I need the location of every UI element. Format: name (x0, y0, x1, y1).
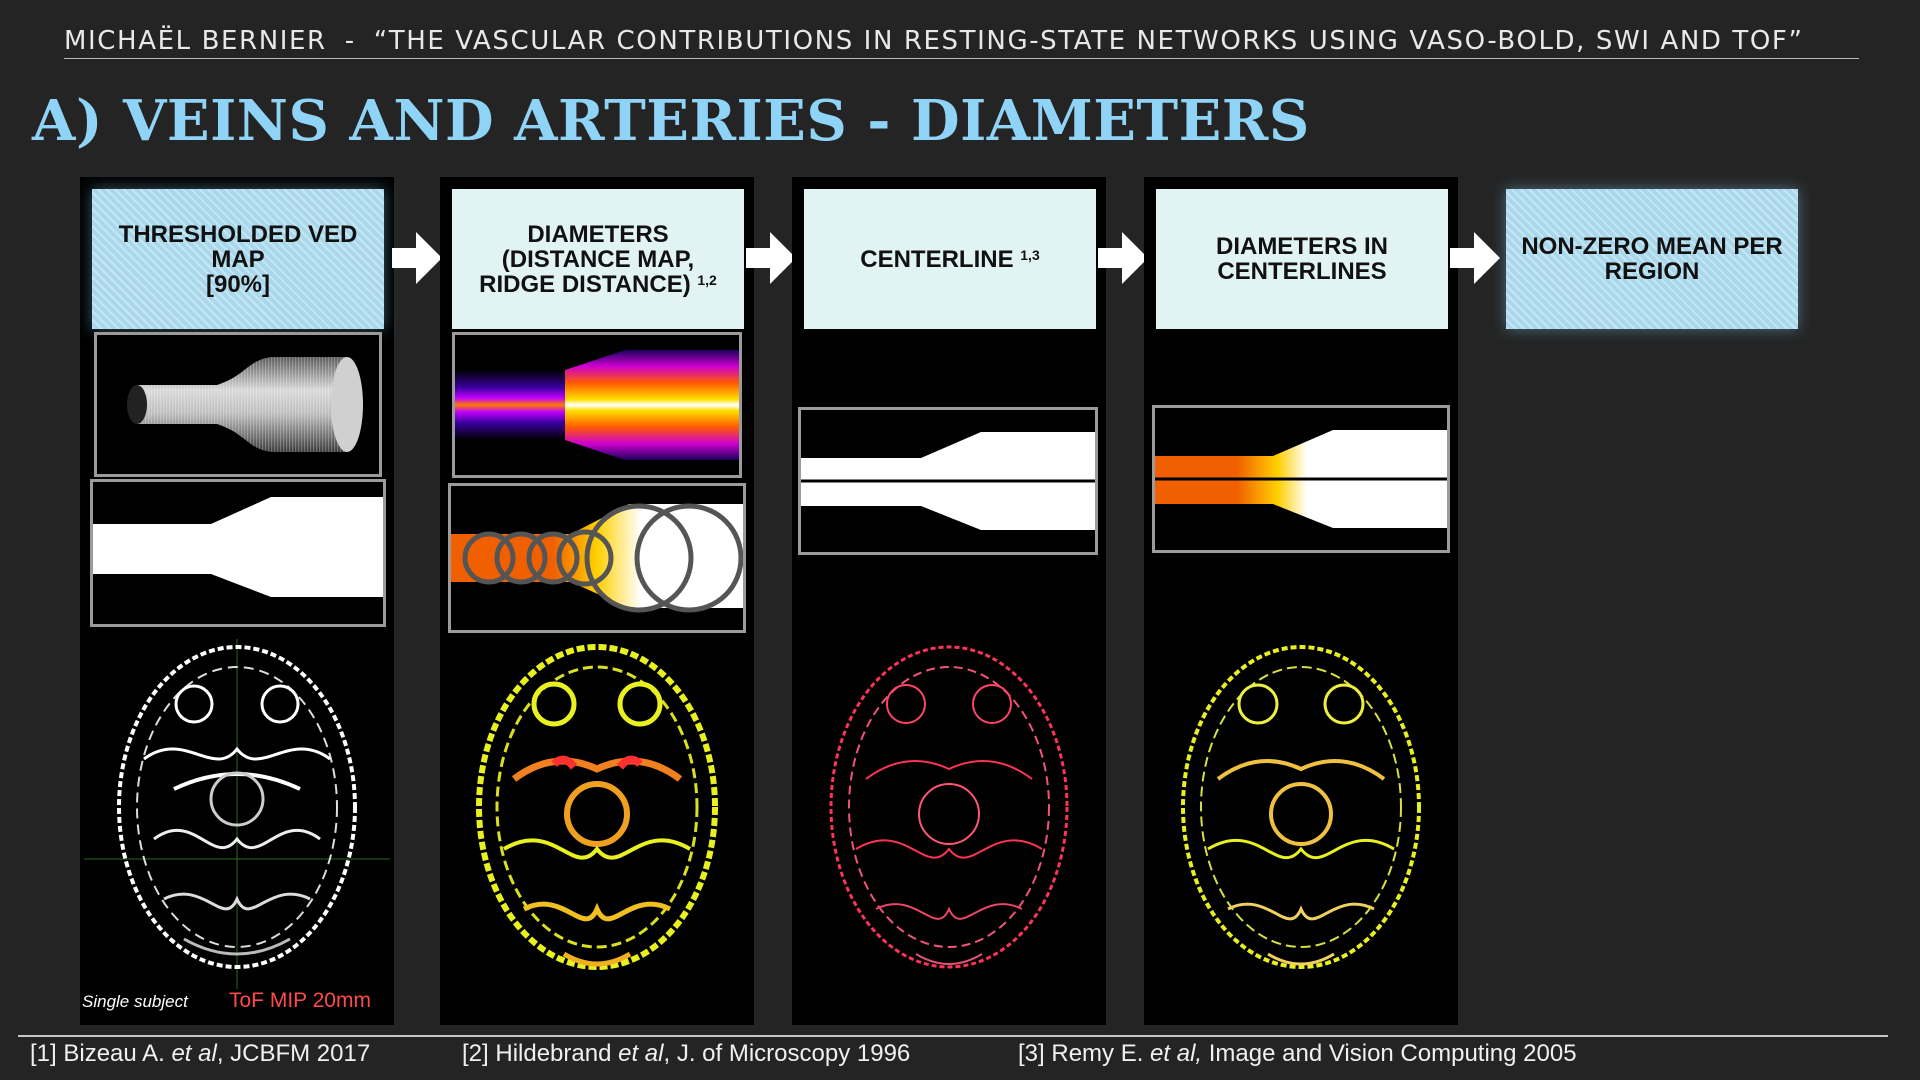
step-line: REGION (1604, 258, 1700, 285)
pipeline-column-4: DIAMETERS IN CENTERLINES (1144, 177, 1458, 1025)
step-line: DIAMETERS (527, 220, 669, 248)
step-line: RIDGE DISTANCE) (479, 270, 691, 298)
binary-vessel-mask (90, 479, 386, 627)
reference-2: [2] Hildebrand et al, J. of Microscopy 1… (462, 1040, 911, 1067)
centerline-diameter-render (1152, 405, 1450, 553)
brain-mip-white (84, 639, 390, 989)
step-diameters-in-centerlines: DIAMETERS IN CENTERLINES (1156, 189, 1448, 329)
step-line: (DISTANCE MAP, (501, 245, 695, 273)
reference-1: [1] Bizeau A. et al, JCBFM 2017 (30, 1040, 371, 1067)
step-line: [90%] (205, 270, 271, 298)
step-line: THRESHOLDED VED (118, 220, 358, 248)
step-diameters-distance-map: DIAMETERS (DISTANCE MAP, RIDGE DISTANCE)… (452, 189, 744, 329)
tof-mip-caption: ToF MIP 20mm (229, 989, 371, 1012)
slide-header: MICHAËL BERNIER - “THE VASCULAR CONTRIBUTI… (64, 24, 1859, 59)
step-line: CENTERLINES (1217, 258, 1387, 285)
pipeline-column-3: CENTERLINE 1,3 (792, 177, 1106, 1025)
step-line: DIAMETERS IN (1215, 233, 1388, 260)
cylinder-3d-render (94, 332, 382, 477)
talk-title: “THE VASCULAR CONTRIBUTIONS IN RESTING-S… (373, 26, 1804, 56)
right-arrow-icon (392, 232, 442, 284)
step-line: MAP (211, 245, 265, 273)
centerline-mask (798, 407, 1098, 555)
header-separator: - (344, 26, 356, 56)
distance-map-render (452, 332, 742, 478)
pipeline-column-1: THRESHOLDED VED MAP [90%] (80, 177, 394, 1025)
single-subject-caption: Single subject (82, 992, 188, 1011)
footer-divider (18, 1035, 1888, 1037)
right-arrow-icon (746, 232, 796, 284)
step-non-zero-mean-per-region: NON-ZERO MEAN PER REGION (1506, 189, 1798, 329)
pipeline-column-2: DIAMETERS (DISTANCE MAP, RIDGE DISTANCE)… (440, 177, 754, 1025)
ridge-distance-circles (448, 483, 746, 633)
reference-superscript: 1,2 (697, 271, 717, 288)
brain-centerline-map (829, 645, 1069, 969)
right-arrow-icon (1450, 232, 1500, 284)
step-centerline: CENTERLINE 1,3 (804, 189, 1096, 329)
reference-superscript: 1,3 (1020, 246, 1040, 263)
step-line: NON-ZERO MEAN PER (1521, 233, 1783, 260)
step-line: CENTERLINE (860, 245, 1014, 273)
brain-centerline-diameter-map (1181, 645, 1421, 969)
right-arrow-icon (1098, 232, 1148, 284)
slide-title: A) VEINS AND ARTERIES - DIAMETERS (32, 88, 1310, 154)
brain-diameter-map (476, 644, 718, 970)
step-thresholded-ved-map: THRESHOLDED VED MAP [90%] (92, 189, 384, 329)
reference-3: [3] Remy E. et al, Image and Vision Comp… (1018, 1040, 1577, 1067)
author-name: MICHAËL BERNIER (64, 26, 327, 56)
